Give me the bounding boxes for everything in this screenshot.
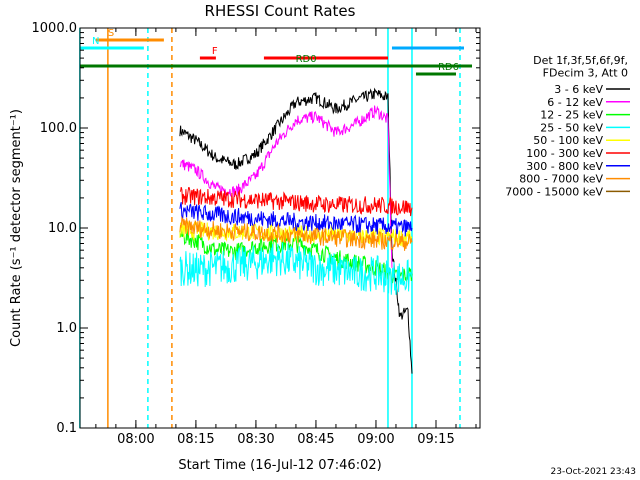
x-axis-label: Start Time (16-Jul-12 07:46:02) [178, 458, 381, 473]
annotation-label: N [92, 36, 99, 47]
legend-entry-label: 100 - 300 keV [526, 147, 603, 160]
x-tick-label: 09:15 [417, 432, 454, 447]
legend-entry-label: 800 - 7000 keV [519, 173, 603, 186]
x-tick-label: 08:45 [297, 432, 334, 447]
annotation-label: RD0 [296, 54, 317, 65]
annotation-label: RD6 [438, 62, 459, 73]
y-axis: 0.1 1.0 10.0 100.0 1000.0 [32, 21, 480, 436]
x-axis: 08:00 08:15 08:30 08:45 09:00 09:15 [95, 28, 477, 447]
series-line [179, 105, 393, 268]
generation-timestamp: 23-Oct-2021 23:43 [551, 467, 636, 477]
chart-title: RHESSI Count Rates [205, 2, 356, 20]
y-tick-label: 10.0 [48, 221, 77, 236]
legend-header: FDecim 3, Att 0 [543, 67, 628, 80]
series-line [179, 201, 413, 237]
y-tick-label: 1000.0 [32, 21, 78, 36]
annotation-label: F [212, 46, 218, 57]
series-line [179, 87, 413, 374]
y-axis-label: Count Rate (s⁻¹ detector segment⁻¹) [9, 109, 24, 347]
x-tick-label: 08:30 [237, 432, 274, 447]
annotation-label: S [108, 28, 114, 39]
y-tick-label: 0.1 [56, 421, 77, 436]
legend-entry-label: 25 - 50 keV [540, 121, 603, 134]
series-line [179, 186, 413, 217]
legend-entry-label: 300 - 800 keV [526, 160, 603, 173]
legend: Det 1f,3f,5f,6f,9f,FDecim 3, Att 0 3 - 6 … [505, 54, 630, 198]
legend-entry-label: 12 - 25 keV [540, 109, 603, 122]
x-tick-label: 09:00 [357, 432, 394, 447]
x-tick-label: 08:15 [177, 432, 214, 447]
series-line [179, 242, 413, 295]
legend-entry-label: 50 - 100 keV [533, 134, 603, 147]
legend-entry-label: 6 - 12 keV [547, 96, 603, 109]
legend-entry-label: 7000 - 15000 keV [505, 185, 603, 198]
y-tick-label: 100.0 [40, 121, 77, 136]
series-line [179, 216, 413, 251]
legend-entry-label: 3 - 6 keV [554, 83, 603, 96]
legend-header: Det 1f,3f,5f,6f,9f, [533, 54, 628, 67]
x-tick-label: 08:00 [117, 432, 154, 447]
plot-area: SN F RD0 RD6 [79, 28, 472, 428]
y-tick-label: 1.0 [56, 321, 77, 336]
